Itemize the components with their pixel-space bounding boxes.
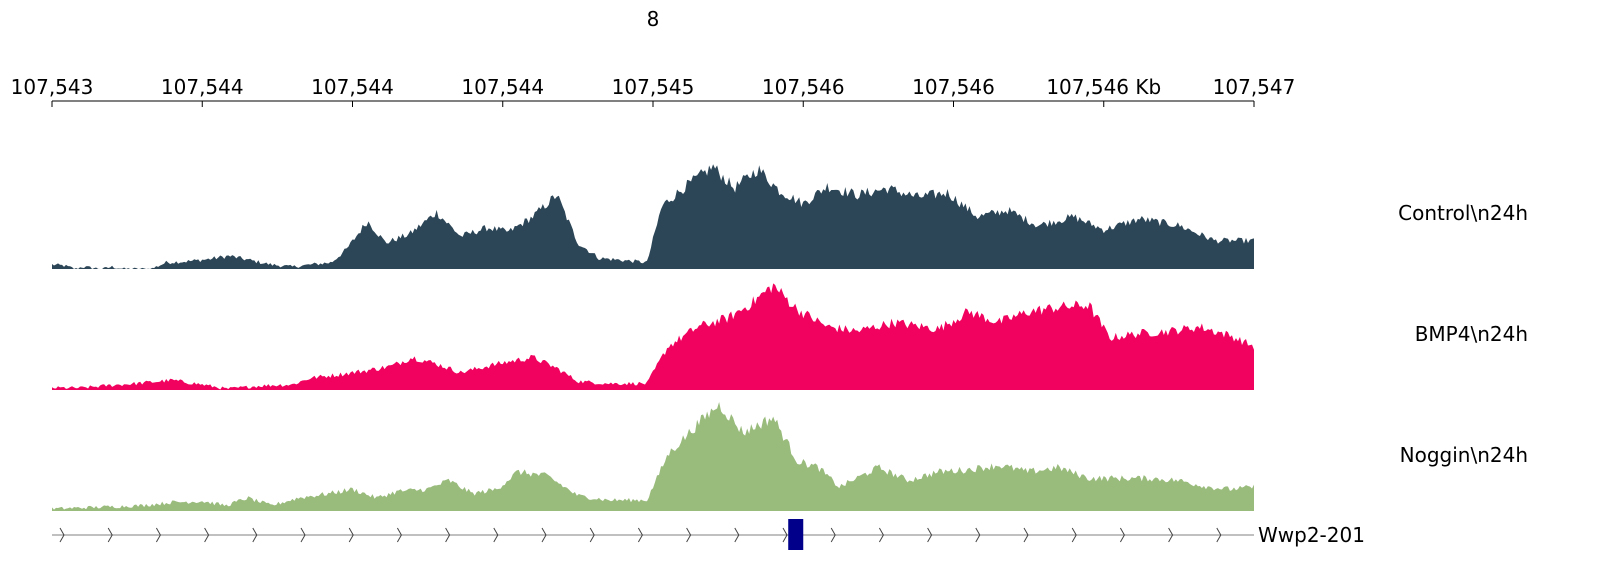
strand-arrow xyxy=(155,527,161,543)
x-tick-label: 107,543 xyxy=(11,75,94,99)
strand-arrow xyxy=(782,527,788,543)
strand-arrow xyxy=(878,527,884,543)
strand-arrow xyxy=(59,527,65,543)
gene-exon xyxy=(788,519,804,550)
strand-arrow xyxy=(107,527,113,543)
strand-arrow xyxy=(589,527,595,543)
gene-track: Wwp2-201 xyxy=(52,519,1365,550)
chart-title: 8 xyxy=(647,7,660,31)
strand-arrow xyxy=(493,527,499,543)
coverage-tracks: Control\n24h BMP4\n24h Noggin\n24h xyxy=(52,164,1528,511)
x-tick-label: 107,546 xyxy=(762,75,845,99)
track-label: Control\n24h xyxy=(1398,201,1528,225)
gene-label: Wwp2-201 xyxy=(1258,523,1365,547)
strand-arrow xyxy=(975,527,981,543)
x-tick-label: 107,544 xyxy=(161,75,244,99)
strand-arrow xyxy=(396,527,402,543)
strand-arrow xyxy=(686,527,692,543)
coverage-track: BMP4\n24h xyxy=(52,283,1528,390)
strand-arrow xyxy=(300,527,306,543)
strand-arrow xyxy=(927,527,933,543)
strand-arrow xyxy=(252,527,258,543)
x-tick-label: 107,544 xyxy=(311,75,394,99)
x-tick-label: 107,546 Kb xyxy=(1046,75,1161,99)
coverage-area xyxy=(52,283,1254,390)
track-label: BMP4\n24h xyxy=(1415,322,1528,346)
x-tick-label: 107,545 xyxy=(612,75,695,99)
strand-arrow xyxy=(1168,527,1174,543)
x-tick-label: 107,547 xyxy=(1213,75,1296,99)
strand-arrow xyxy=(541,527,547,543)
x-axis: 107,543 107,544 107,544 107,544 107,545 107,5… xyxy=(11,75,1296,107)
coverage-track: Noggin\n24h xyxy=(52,402,1528,511)
coverage-area xyxy=(52,402,1254,511)
strand-arrow xyxy=(1023,527,1029,543)
strand-arrow xyxy=(204,527,210,543)
strand-arrow xyxy=(445,527,451,543)
strand-arrow xyxy=(1071,527,1077,543)
strand-arrow xyxy=(830,527,836,543)
track-label: Noggin\n24h xyxy=(1400,443,1528,467)
x-tick-label: 107,544 xyxy=(461,75,544,99)
strand-arrow xyxy=(734,527,740,543)
coverage-area xyxy=(52,164,1254,269)
x-tick-label: 107,546 xyxy=(912,75,995,99)
strand-arrow xyxy=(1119,527,1125,543)
strand-arrow xyxy=(637,527,643,543)
strand-arrow xyxy=(1216,527,1222,543)
coverage-track: Control\n24h xyxy=(52,164,1528,269)
strand-arrow xyxy=(348,527,354,543)
